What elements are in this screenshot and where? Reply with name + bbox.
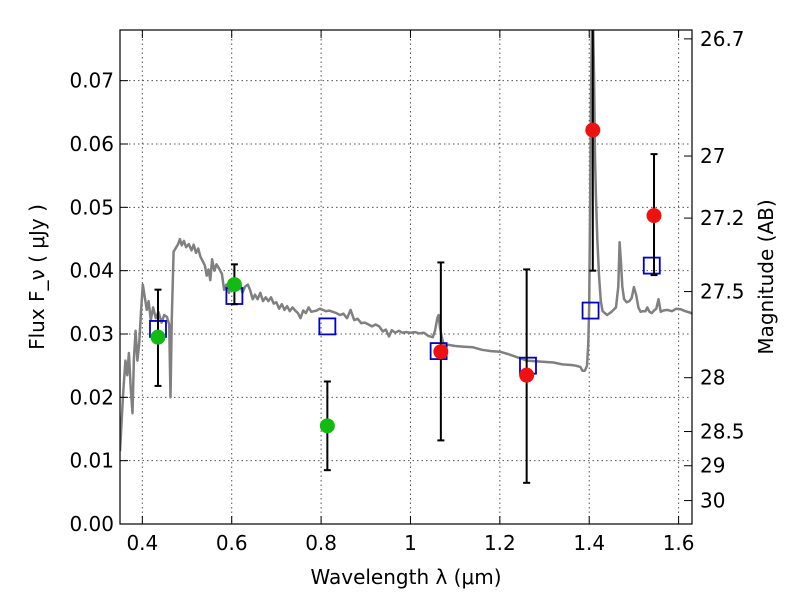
observed-flux-point <box>519 367 535 383</box>
observed-flux-point <box>150 329 166 345</box>
right-tick-label: 27.2 <box>700 206 745 230</box>
model-spectrum-line <box>120 30 692 452</box>
right-tick-label: 29 <box>700 454 725 478</box>
x-tick-label: 1.2 <box>484 531 516 555</box>
observed-flux-point <box>433 344 449 360</box>
x-tick-label: 0.4 <box>126 531 158 555</box>
y-tick-label: 0.01 <box>69 449 114 473</box>
x-tick-label: 1.6 <box>663 531 695 555</box>
observed-flux-point <box>319 418 335 434</box>
y-tick-label: 0.04 <box>69 259 114 283</box>
model-flux-square <box>642 256 661 275</box>
right-tick-label: 30 <box>700 489 725 513</box>
x-tick-label: 1.4 <box>573 531 605 555</box>
right-tick-label: 26.7 <box>700 27 745 51</box>
x-tick-label: 1 <box>404 531 417 555</box>
right-axis-title: Magnitude (AB) <box>754 199 778 354</box>
y-tick-label: 0.00 <box>69 512 114 536</box>
model-flux-square <box>318 317 337 336</box>
observed-flux-point <box>585 122 601 138</box>
grid-lines <box>120 30 692 524</box>
data-points-layer <box>149 30 662 484</box>
y-tick-label: 0.05 <box>69 195 114 219</box>
y-tick-label: 0.07 <box>69 69 114 93</box>
y-axis-title: Flux F_ν ( μJy ) <box>25 204 49 350</box>
y-tick-label: 0.02 <box>69 385 114 409</box>
model-spectrum-layer <box>120 30 692 452</box>
y-tick-label: 0.06 <box>69 132 114 156</box>
x-tick-label: 0.6 <box>216 531 248 555</box>
observed-flux-point <box>646 208 662 224</box>
y-tick-label: 0.03 <box>69 322 114 346</box>
observed-flux-point <box>226 277 242 293</box>
right-tick-label: 28.5 <box>700 420 745 444</box>
right-tick-label: 27.5 <box>700 280 745 304</box>
x-axis-title: Wavelength λ (μm) <box>310 565 501 589</box>
axis-ticks: 0.4 0.6 0.8 1 1.2 1.4 1.6 0.00 0.01 0.02 0.03 0.04 0… <box>69 27 744 555</box>
right-tick-label: 28 <box>700 366 725 390</box>
model-flux-square <box>581 301 600 320</box>
x-tick-label: 0.8 <box>305 531 337 555</box>
right-tick-label: 27 <box>700 144 725 168</box>
plot-frame <box>119 29 693 525</box>
